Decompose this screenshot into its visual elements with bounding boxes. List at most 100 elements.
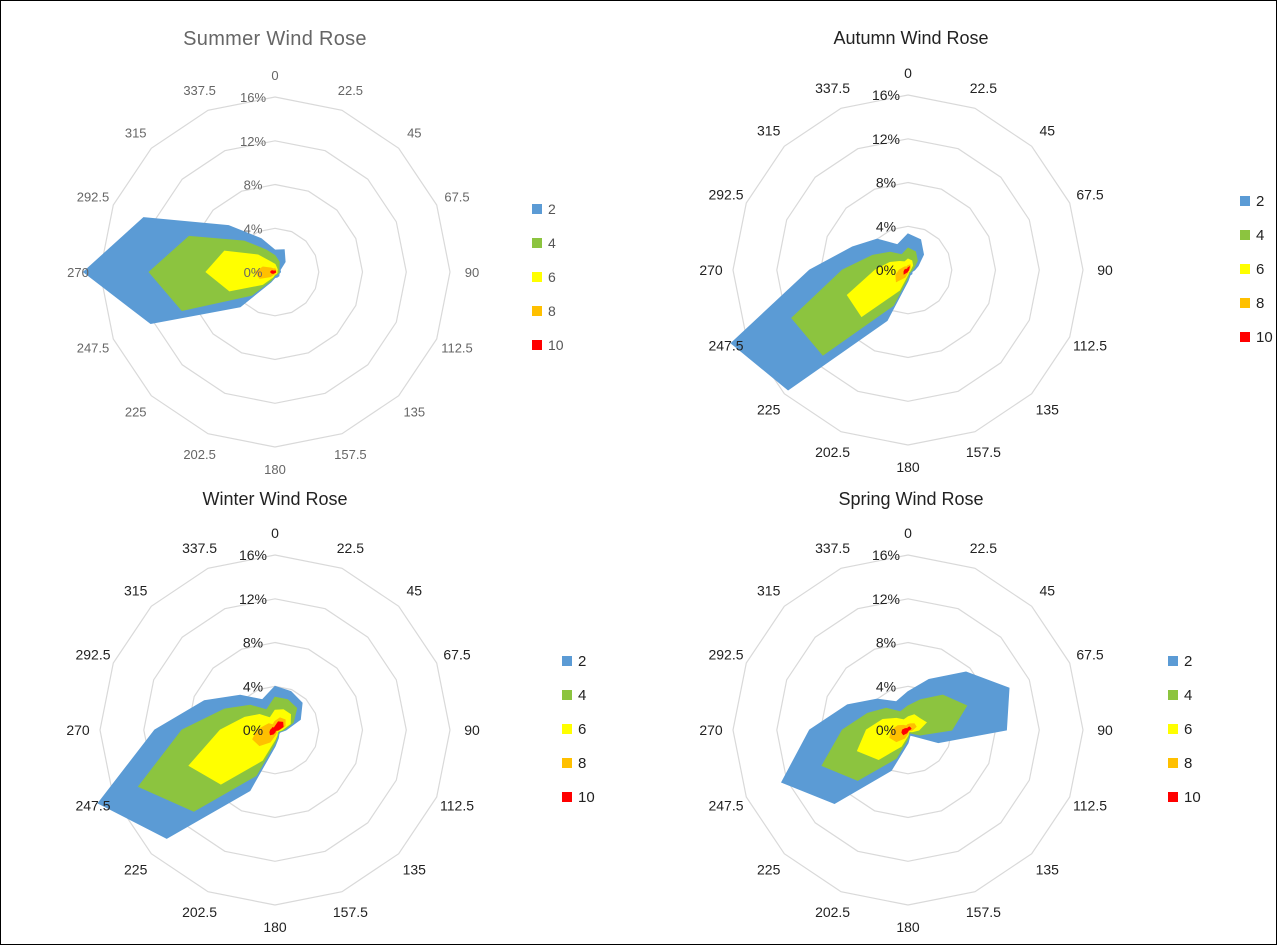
- direction-label: 157.5: [334, 447, 367, 462]
- legend-swatch: [1240, 298, 1250, 308]
- series-area-6: [846, 258, 914, 318]
- direction-label: 0: [271, 68, 278, 83]
- series-area-10: [903, 265, 911, 275]
- direction-label: 22.5: [337, 540, 364, 556]
- grid: [99, 96, 451, 448]
- autumn-wind-rose-panel: Autumn Wind Rose 0% 4% 8% 12% 16% 0 22.5 45 67.5…: [638, 0, 1276, 475]
- direction-label: 315: [757, 123, 781, 139]
- series-area-10: [269, 270, 276, 274]
- legend-item: 10: [532, 328, 564, 362]
- legend-label: 8: [1256, 294, 1265, 312]
- legend-swatch: [1240, 264, 1250, 274]
- summer-wind-rose-panel: Summer Wind Rose 0% 4% 8% 12% 16% 0 22.5 45 67.5…: [0, 0, 638, 477]
- direction-label: 292.5: [75, 647, 110, 663]
- legend-label: 4: [1256, 226, 1265, 244]
- chart-title: Spring Wind Rose: [838, 489, 984, 509]
- direction-label: 22.5: [970, 80, 997, 96]
- ring-label: 16%: [872, 87, 900, 103]
- direction-label: 45: [407, 583, 423, 599]
- direction-label: 90: [1097, 262, 1113, 278]
- legend-item: 10: [1168, 780, 1201, 814]
- direction-label: 90: [1097, 722, 1113, 738]
- legend-label: 6: [578, 720, 587, 738]
- legend-label: 6: [1256, 260, 1265, 278]
- legend-label: 2: [578, 652, 587, 670]
- direction-label: 247.5: [75, 797, 110, 813]
- grid-ring: [776, 138, 1040, 402]
- grid-ring: [732, 94, 1084, 446]
- legend-label: 8: [578, 754, 587, 772]
- ring-label: 8%: [876, 635, 896, 651]
- direction-label: 45: [1040, 123, 1056, 139]
- direction-label: 292.5: [77, 190, 110, 205]
- direction-label: 292.5: [708, 647, 743, 663]
- direction-label: 270: [67, 265, 89, 280]
- legend-swatch: [562, 792, 572, 802]
- ring-label: 12%: [240, 134, 266, 149]
- direction-label: 112.5: [441, 340, 473, 355]
- ring-label: 0%: [243, 722, 263, 738]
- legend-swatch: [1168, 656, 1178, 666]
- chart-title: Summer Wind Rose: [183, 28, 367, 50]
- direction-label: 22.5: [338, 83, 363, 98]
- direction-label: 270: [699, 722, 723, 738]
- chart-legend: 2 4 6 8 10: [532, 192, 564, 362]
- legend-swatch: [532, 306, 542, 316]
- legend-item: 4: [532, 226, 564, 260]
- ring-label: 8%: [243, 635, 263, 651]
- legend-item: 2: [1240, 184, 1273, 218]
- grid-ring: [143, 598, 407, 862]
- legend-swatch: [1168, 724, 1178, 734]
- ring-label: 0%: [876, 262, 896, 278]
- direction-label: 135: [1036, 401, 1060, 417]
- ring-label: 16%: [240, 90, 266, 105]
- legend-swatch: [1168, 758, 1178, 768]
- ring-label: 0%: [244, 265, 263, 280]
- ring-label: 4%: [243, 678, 263, 694]
- series-area-6: [205, 250, 278, 292]
- legend-swatch: [1240, 196, 1250, 206]
- legend-swatch: [532, 204, 542, 214]
- legend-label: 4: [548, 235, 556, 251]
- legend-item: 4: [1168, 678, 1201, 712]
- ring-label: 12%: [239, 591, 267, 607]
- direction-label: 0: [904, 525, 912, 541]
- legend-label: 10: [1256, 328, 1273, 346]
- ring-label: 4%: [876, 678, 896, 694]
- direction-label: 90: [465, 265, 479, 280]
- spring-wind-rose-plot: 0% 4% 8% 12% 16%0 22.5 45 67.5 90 112.5 135 157.5 18…: [699, 525, 1113, 935]
- legend-swatch: [532, 340, 542, 350]
- winter-wind-rose-plot: 0% 4% 8% 12% 16%0 22.5 45 67.5 90 112.5 135 157.5 18…: [66, 525, 480, 935]
- direction-label: 22.5: [970, 540, 997, 556]
- grid-ring: [99, 554, 451, 906]
- series-area-8: [254, 266, 277, 279]
- legend-item: 6: [1168, 712, 1201, 746]
- direction-label: 315: [124, 583, 148, 599]
- direction-label: 202.5: [815, 444, 850, 460]
- direction-label: 292.5: [708, 187, 743, 203]
- chart-legend: 2 4 6 8 10: [1168, 644, 1201, 814]
- legend-label: 2: [548, 201, 556, 217]
- legend-item: 8: [1240, 286, 1273, 320]
- direction-label: 112.5: [440, 797, 474, 813]
- grid-ring: [819, 181, 997, 359]
- legend-item: 2: [562, 644, 595, 678]
- direction-label: 180: [896, 919, 920, 935]
- direction-label: 247.5: [708, 797, 743, 813]
- grid-ring: [732, 554, 1084, 906]
- legend-swatch: [532, 238, 542, 248]
- legend-swatch: [1240, 230, 1250, 240]
- legend-label: 10: [578, 788, 595, 806]
- ring-label: 16%: [239, 547, 267, 563]
- legend-swatch: [562, 656, 572, 666]
- summer-wind-rose-plot: 0% 4% 8% 12% 16% 0 22.5 45 67.5 90 112.5 135 157.5 18…: [67, 68, 479, 477]
- direction-label: 337.5: [815, 540, 850, 556]
- legend-swatch: [532, 272, 542, 282]
- chart-legend: 2 4 6 8 10: [562, 644, 595, 814]
- legend-label: 4: [1184, 686, 1193, 704]
- direction-label: 180: [896, 459, 920, 475]
- direction-label: 270: [699, 262, 723, 278]
- direction-label: 270: [66, 722, 90, 738]
- direction-label: 135: [403, 404, 425, 419]
- direction-label: 67.5: [444, 190, 469, 205]
